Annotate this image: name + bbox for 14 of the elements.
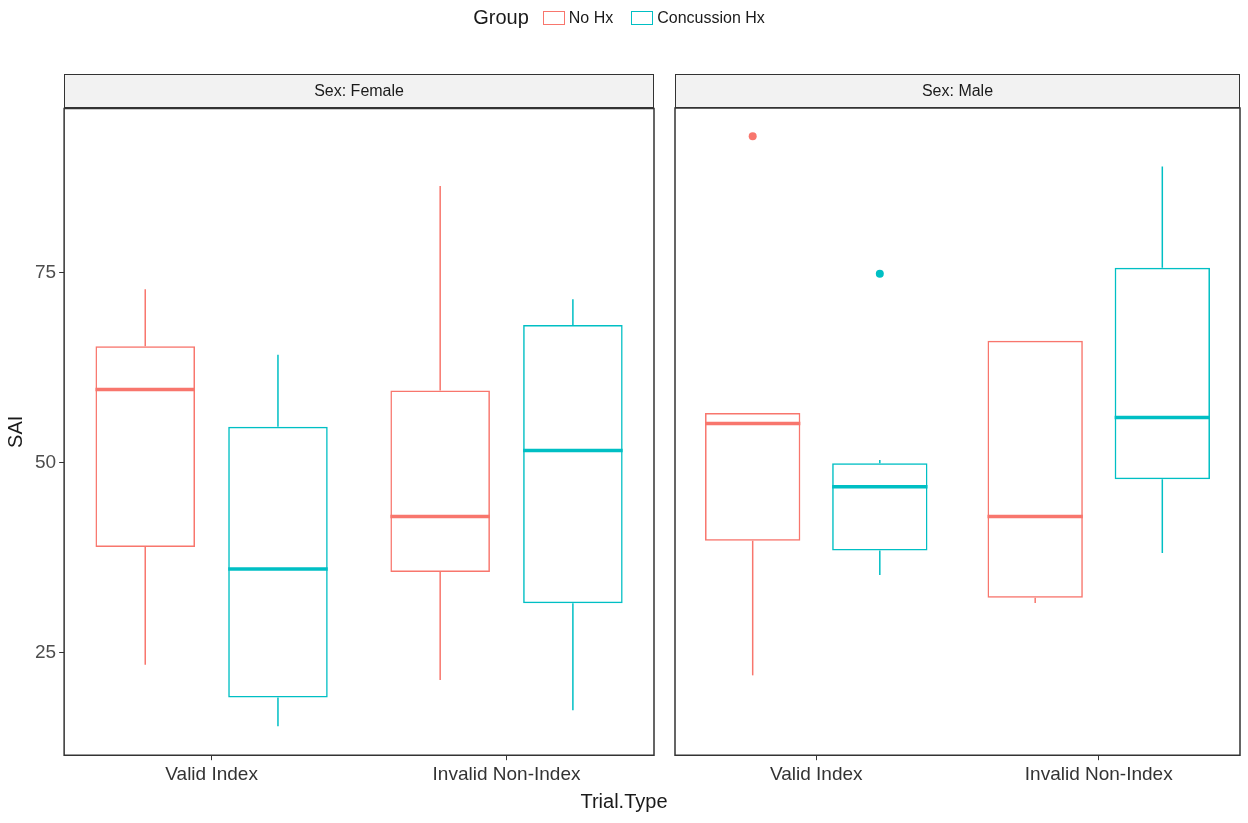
y-axis-title: SAI [3, 415, 26, 448]
y-tick-label: 50 [34, 450, 57, 472]
legend-label: Concussion Hx [657, 8, 765, 27]
legend-label: No Hx [568, 8, 614, 27]
x-axis-title: Trial.Type [579, 790, 669, 813]
legend-title: Group [473, 6, 529, 29]
y-tick-label: 75 [34, 260, 57, 282]
chart-title: Sex: Male [675, 74, 1240, 108]
x-tick-label: Valid Index [165, 762, 259, 784]
y-tick-label: 25 [34, 640, 57, 662]
x-tick-label: Valid Index [769, 762, 864, 784]
x-tick-label: Invalid Non-Index [432, 762, 581, 784]
x-tick-label: Invalid Non-Index [1024, 762, 1174, 784]
chart-title: Sex: Female [64, 74, 654, 108]
